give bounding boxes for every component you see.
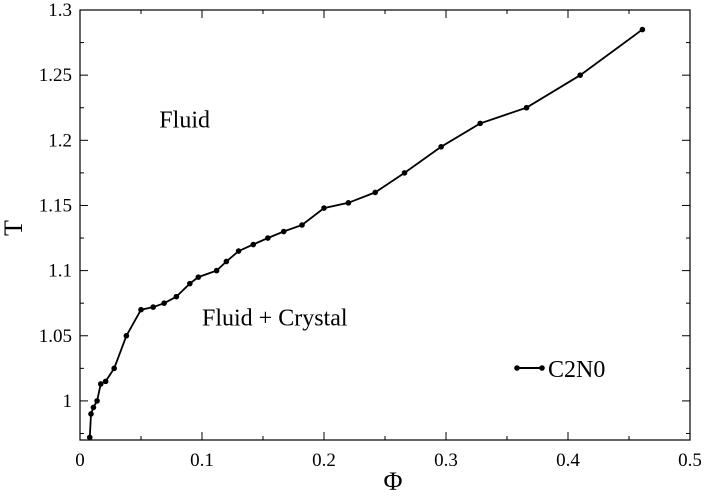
data-point bbox=[401, 170, 408, 176]
data-point bbox=[213, 267, 220, 274]
y-tick-labels: 1 1.05 1.1 1.15 1.2 1.25 1.3 bbox=[39, 0, 72, 412]
legend-label: C2N0 bbox=[548, 357, 605, 383]
data-point bbox=[90, 404, 97, 411]
data-point bbox=[94, 398, 100, 404]
x-tick-label: 0.4 bbox=[556, 450, 580, 471]
region-annotation: Fluid bbox=[159, 107, 210, 133]
x-tick-label: 0.3 bbox=[434, 450, 458, 471]
x-tick-label: 0.2 bbox=[312, 450, 336, 471]
x-tick-label: 0.1 bbox=[190, 450, 214, 471]
legend-marker-left bbox=[514, 365, 520, 371]
y-tick-label: 1 bbox=[63, 391, 73, 412]
data-point bbox=[223, 258, 230, 265]
data-point bbox=[138, 306, 144, 313]
data-point bbox=[195, 274, 202, 280]
data-point bbox=[161, 300, 167, 306]
data-point bbox=[88, 411, 94, 417]
region-annotation: Fluid + Crystal bbox=[202, 305, 348, 331]
x-tick-labels: 0 0.1 0.2 0.3 0.4 0.5 bbox=[75, 450, 702, 471]
data-point bbox=[477, 120, 483, 127]
data-point bbox=[250, 241, 257, 248]
series-layer bbox=[86, 26, 646, 441]
data-point bbox=[97, 381, 104, 387]
data-point bbox=[280, 228, 287, 235]
data-point bbox=[345, 200, 352, 206]
data-point bbox=[372, 189, 379, 196]
y-tick-label: 1.15 bbox=[39, 195, 72, 216]
y-tick-label: 1.05 bbox=[39, 326, 72, 347]
data-point bbox=[577, 72, 583, 78]
y-tick-label: 1.3 bbox=[48, 0, 72, 21]
data-point bbox=[299, 222, 305, 228]
x-tick-label: 0.5 bbox=[678, 450, 702, 471]
data-point bbox=[265, 235, 271, 241]
data-point bbox=[111, 365, 117, 372]
annotations: Fluid Fluid + Crystal bbox=[159, 107, 348, 331]
y-axis-title: T bbox=[0, 220, 28, 236]
y-tick-label: 1.2 bbox=[48, 130, 72, 151]
data-point bbox=[321, 205, 327, 211]
data-point bbox=[187, 280, 193, 287]
y-tick-label: 1.1 bbox=[48, 261, 72, 282]
x-tick-label: 0 bbox=[75, 450, 85, 471]
axis-ticks bbox=[79, 9, 691, 440]
data-point bbox=[523, 104, 530, 111]
data-point bbox=[173, 293, 180, 300]
legend: C2N0 bbox=[514, 357, 605, 383]
data-point bbox=[102, 378, 109, 385]
data-point bbox=[123, 332, 130, 339]
data-point bbox=[86, 434, 93, 441]
data-point bbox=[639, 26, 646, 33]
data-point bbox=[438, 144, 444, 150]
data-point bbox=[235, 248, 242, 254]
data-point bbox=[150, 304, 156, 310]
x-axis-title: Φ bbox=[383, 467, 402, 496]
y-tick-label: 1.25 bbox=[39, 65, 72, 86]
legend-marker-right bbox=[539, 365, 545, 371]
